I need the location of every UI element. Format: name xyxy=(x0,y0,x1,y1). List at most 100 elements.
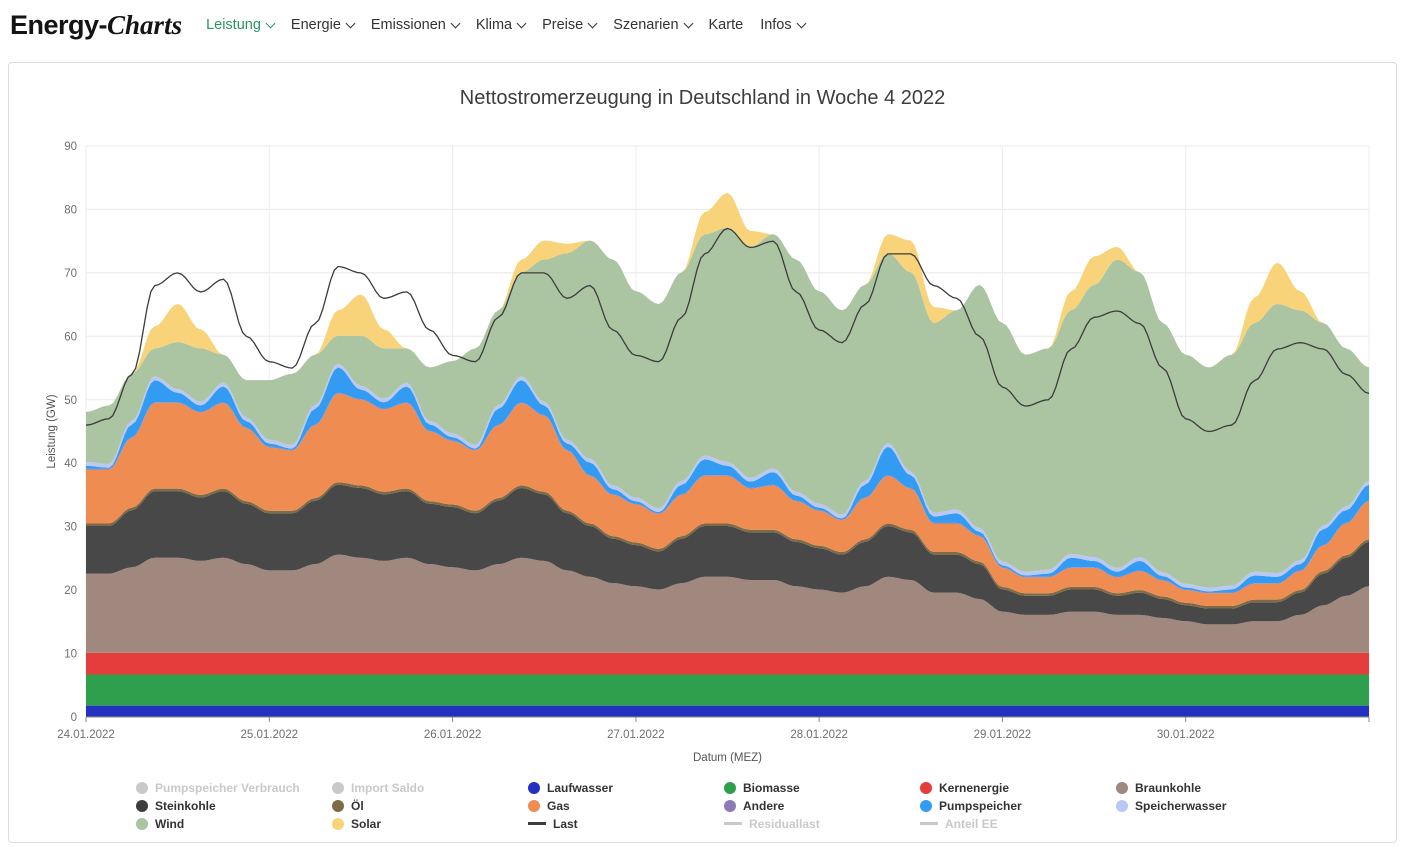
y-tick-label: 40 xyxy=(64,458,77,470)
legend-symbol-pumpspeicher-verbrauch xyxy=(136,781,148,794)
legend-label: Pumpspeicher Verbrauch xyxy=(155,780,300,795)
area-laufwasser xyxy=(86,705,1369,717)
y-tick-label: 60 xyxy=(64,331,77,343)
nav-item-label: Preise xyxy=(542,17,584,33)
legend-label: Solar xyxy=(351,816,382,831)
legend-label: Gas xyxy=(547,798,570,813)
nav-item-infos[interactable]: Infos xyxy=(760,17,807,33)
nav-item-emissionen[interactable]: Emissionen xyxy=(370,17,461,33)
legend-label: Import Saldo xyxy=(351,780,425,795)
legend-item-residuallast[interactable]: Residuallast xyxy=(724,816,920,831)
nav-item-szenarien[interactable]: Szenarien xyxy=(613,17,693,33)
legend-item-biomasse[interactable]: Biomasse xyxy=(724,780,920,795)
chevron-down-icon xyxy=(450,18,461,28)
y-tick-label: 50 xyxy=(64,395,77,407)
nav-item-karte[interactable]: Karte xyxy=(709,17,744,33)
legend-label: Kernenergie xyxy=(939,780,1010,795)
x-tick-label: 29.01.2022 xyxy=(974,729,1032,741)
nav-item-label: Karte xyxy=(708,17,744,33)
nav-item-label: Infos xyxy=(760,17,792,33)
legend-label: Last xyxy=(553,816,578,831)
legend-item-steinkohle[interactable]: Steinkohle xyxy=(136,798,332,813)
logo[interactable]: Energy-Charts xyxy=(10,10,182,41)
legend-symbol-residuallast xyxy=(724,822,742,825)
legend-label: Pumpspeicher xyxy=(939,798,1022,813)
area-steinkohle xyxy=(86,484,1369,625)
legend-symbol-biomasse xyxy=(724,781,736,794)
legend-symbol-speicherwasser xyxy=(1116,799,1128,812)
x-axis-title: Datum (MEZ) xyxy=(693,752,762,764)
legend-label: Laufwasser xyxy=(547,780,614,795)
legend-symbol-wind xyxy=(136,817,148,830)
legend-item-gas[interactable]: Gas xyxy=(528,798,724,813)
nav-item-label: Emissionen xyxy=(370,17,446,33)
legend-item-wind[interactable]: Wind xyxy=(136,816,332,831)
legend-symbol-andere xyxy=(724,799,736,812)
legend-item-kernenergie[interactable]: Kernenergie xyxy=(920,780,1116,795)
x-tick-label: 27.01.2022 xyxy=(607,729,665,741)
legend-label: Biomasse xyxy=(743,780,800,795)
legend-symbol-gas xyxy=(528,799,540,812)
nav-item-label: Klima xyxy=(475,17,513,33)
legend-symbol-solar xyxy=(332,817,344,830)
area-braunkohle xyxy=(86,554,1369,653)
legend-label: Öl xyxy=(351,798,364,813)
chevron-down-icon xyxy=(265,18,276,28)
x-tick-label: 24.01.2022 xyxy=(57,729,115,741)
y-tick-label: 10 xyxy=(64,649,77,661)
chart-card: Nettostromerzeugung in Deutschland in Wo… xyxy=(8,62,1397,843)
legend-symbol-anteil-ee xyxy=(920,822,938,825)
legend-symbol-pumpspeicher xyxy=(920,799,932,812)
legend-label: Braunkohle xyxy=(1135,780,1202,795)
area-biomasse xyxy=(86,674,1369,706)
chart-canvas[interactable]: 0 10 20 30 40 50 60 70 80 90 24.01.2022 25.01.2022 2… xyxy=(9,113,1396,768)
load-line xyxy=(85,227,1370,433)
chart-title: Nettostromerzeugung in Deutschland in Wo… xyxy=(459,87,946,109)
legend-item-speicherwasser[interactable]: Speicherwasser xyxy=(1116,798,1312,813)
nav-item-label: Szenarien xyxy=(613,17,679,33)
nav-item-klima[interactable]: Klima xyxy=(475,17,527,33)
header: Energy-Charts Leistung Energie Emissionen K… xyxy=(0,0,1405,50)
legend-label: Andere xyxy=(743,798,785,813)
legend-item-laufwasser[interactable]: Laufwasser xyxy=(528,780,724,795)
logo-text-primary: Energy- xyxy=(10,9,108,40)
legend-symbol-kernenergie xyxy=(920,781,932,794)
area-gas xyxy=(86,393,1369,606)
nav-item-label: Leistung xyxy=(206,17,261,33)
y-tick-label: 70 xyxy=(64,268,77,280)
y-tick-label: 20 xyxy=(64,585,77,597)
x-tick-label: 26.01.2022 xyxy=(424,729,482,741)
legend-label: Speicherwasser xyxy=(1135,798,1227,813)
x-tick-label: 30.01.2022 xyxy=(1157,729,1215,741)
chevron-down-icon xyxy=(796,18,807,28)
legend-symbol-oel xyxy=(332,799,344,812)
legend-symbol-last xyxy=(528,822,546,825)
legend-symbol-laufwasser xyxy=(528,781,540,794)
legend-label: Anteil EE xyxy=(945,816,998,831)
legend-item-import-saldo[interactable]: Import Saldo xyxy=(332,780,528,795)
x-tick-label: 28.01.2022 xyxy=(790,729,848,741)
nav-item-energie[interactable]: Energie xyxy=(290,17,356,33)
legend-item-anteil-ee[interactable]: Anteil EE xyxy=(920,816,1116,831)
chevron-down-icon xyxy=(516,18,527,28)
chevron-down-icon xyxy=(587,18,598,28)
legend-symbol-import-saldo xyxy=(332,781,344,794)
y-tick-label: 0 xyxy=(71,712,77,724)
legend-item-oel[interactable]: Öl xyxy=(332,798,528,813)
chevron-down-icon xyxy=(683,18,693,28)
legend-label: Residuallast xyxy=(749,816,820,831)
main-nav: Leistung Energie Emissionen Klima Preise Szen… xyxy=(206,17,807,33)
x-tick-label: 25.01.2022 xyxy=(241,729,299,741)
legend-item-pumpspeicher[interactable]: Pumpspeicher xyxy=(920,798,1116,813)
nav-item-label: Energie xyxy=(290,17,341,33)
y-axis-title: Leistung (GW) xyxy=(46,394,58,468)
y-tick-label: 30 xyxy=(64,522,77,534)
nav-item-preise[interactable]: Preise xyxy=(542,17,598,33)
legend-item-andere[interactable]: Andere xyxy=(724,798,920,813)
legend-item-pumpspeicher-verbrauch[interactable]: Pumpspeicher Verbrauch xyxy=(136,780,332,795)
legend-item-solar[interactable]: Solar xyxy=(332,816,528,831)
chevron-down-icon xyxy=(345,18,356,28)
legend-item-last[interactable]: Last xyxy=(528,816,724,831)
legend-item-braunkohle[interactable]: Braunkohle xyxy=(1116,780,1312,795)
nav-item-leistung[interactable]: Leistung xyxy=(206,17,276,33)
